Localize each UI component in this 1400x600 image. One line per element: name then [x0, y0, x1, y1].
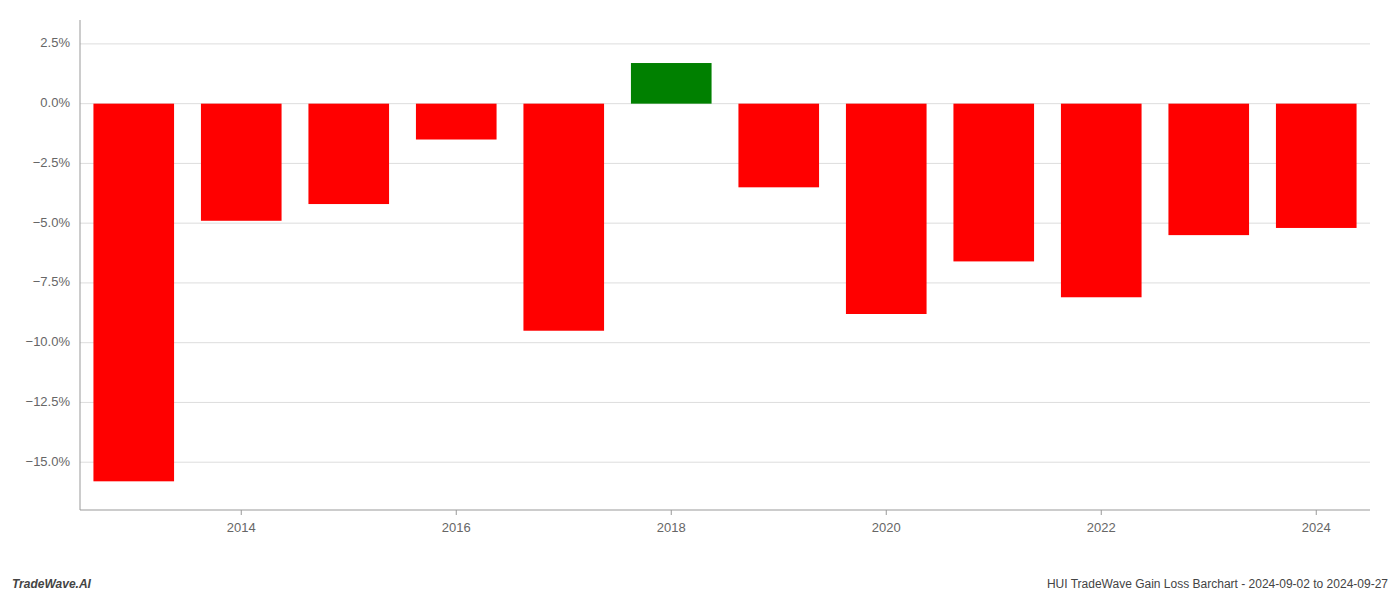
- x-tick: [671, 510, 672, 515]
- bar: [416, 104, 497, 140]
- y-tick-label: −7.5%: [33, 274, 71, 289]
- grid-line: [80, 43, 1370, 44]
- bar: [631, 63, 712, 104]
- y-tick-label: −5.0%: [33, 215, 71, 230]
- bar: [846, 104, 927, 314]
- y-tick-label: −15.0%: [26, 454, 71, 469]
- grid-line: [80, 462, 1370, 463]
- bar: [523, 104, 604, 331]
- watermark: TradeWave.AI: [12, 577, 92, 591]
- bar: [201, 104, 282, 221]
- x-tick: [241, 510, 242, 515]
- grid-line: [80, 282, 1370, 283]
- bar: [1168, 104, 1249, 235]
- bar: [1061, 104, 1142, 298]
- y-tick-label: −2.5%: [33, 155, 71, 170]
- chart-container: 2.5% 0.0% −2.5% −5.0% −7.5% −10.0% −12.5% −15.0…: [0, 0, 1400, 600]
- x-tick-label: 2020: [872, 520, 901, 535]
- chart-svg: 2.5% 0.0% −2.5% −5.0% −7.5% −10.0% −12.5% −15.0…: [0, 0, 1400, 600]
- y-grid: [80, 44, 1370, 462]
- y-tick-labels: 2.5% 0.0% −2.5% −5.0% −7.5% −10.0% −12.5% −15.0…: [26, 35, 71, 468]
- bars: [93, 63, 1356, 481]
- x-tick: [456, 510, 457, 515]
- y-tick-label: 2.5%: [40, 35, 70, 50]
- grid-line: [80, 342, 1370, 343]
- bar: [93, 104, 174, 482]
- bar: [953, 104, 1034, 262]
- x-tick-label: 2014: [227, 520, 256, 535]
- x-tick: [886, 510, 887, 515]
- x-tick-label: 2022: [1087, 520, 1116, 535]
- y-tick-label: −12.5%: [26, 394, 71, 409]
- x-tick: [1101, 510, 1102, 515]
- x-tick-label: 2024: [1302, 520, 1331, 535]
- x-tick-label: 2018: [657, 520, 686, 535]
- bar: [1276, 104, 1357, 228]
- y-tick-label: 0.0%: [40, 95, 70, 110]
- x-tick-label: 2016: [442, 520, 471, 535]
- x-ticks: 2014 2016 2018 2020 2022 2024: [227, 510, 1331, 535]
- x-axis-line: [80, 510, 1370, 511]
- y-tick-label: −10.0%: [26, 334, 71, 349]
- bar: [308, 104, 389, 204]
- x-tick: [1316, 510, 1317, 515]
- grid-line: [80, 402, 1370, 403]
- bar: [738, 104, 819, 188]
- y-axis-line: [80, 20, 81, 510]
- chart-title: HUI TradeWave Gain Loss Barchart - 2024-…: [1047, 577, 1388, 591]
